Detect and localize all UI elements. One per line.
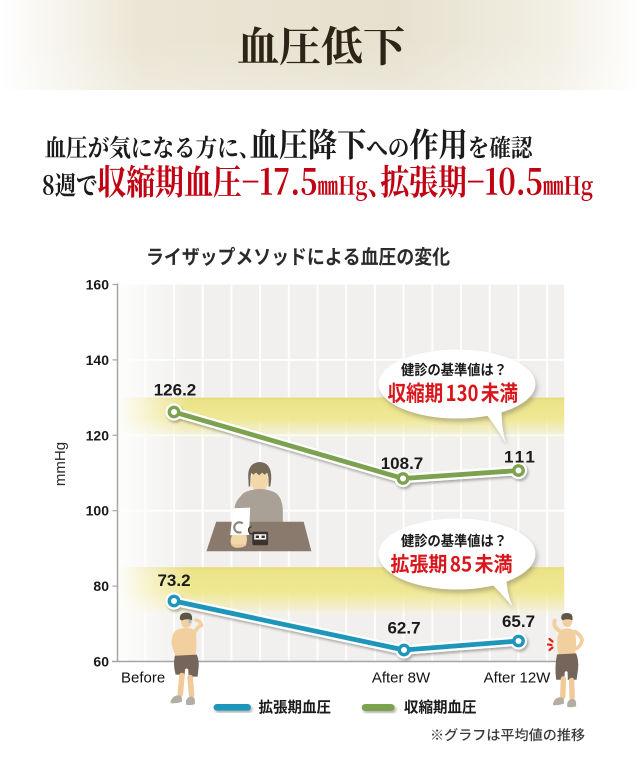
svg-text:62.7: 62.7 [387,619,420,638]
svg-text:73.2: 73.2 [157,571,190,590]
svg-text:60: 60 [93,654,109,670]
svg-text:120: 120 [86,427,110,443]
svg-text:126.2: 126.2 [154,381,197,400]
svg-text:108.7: 108.7 [381,454,424,473]
svg-text:111: 111 [504,448,537,467]
svg-text:Before: Before [121,670,165,687]
svg-text:100: 100 [86,503,110,519]
svg-text:65.7: 65.7 [502,612,535,631]
svg-text:After 12W: After 12W [484,670,552,687]
svg-text:mmHg: mmHg [52,442,69,486]
svg-text:80: 80 [93,578,109,594]
svg-text:160: 160 [86,277,110,293]
svg-text:140: 140 [86,352,110,368]
svg-text:After 8W: After 8W [372,670,431,687]
